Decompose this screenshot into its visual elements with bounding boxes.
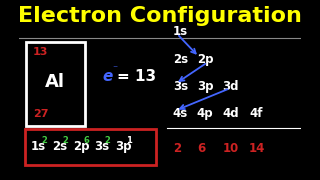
Text: Electron Configuration: Electron Configuration — [18, 6, 302, 26]
Text: 3s: 3s — [94, 140, 109, 153]
Text: 10: 10 — [222, 141, 238, 155]
Text: = 13: = 13 — [117, 69, 156, 84]
Text: 27: 27 — [33, 109, 48, 119]
Text: 4p: 4p — [197, 107, 213, 120]
Text: 1s: 1s — [30, 140, 46, 153]
Text: 1s: 1s — [173, 24, 188, 38]
Text: ⁻: ⁻ — [112, 64, 117, 75]
Text: 2: 2 — [41, 136, 47, 145]
Text: 3s: 3s — [173, 80, 188, 93]
Text: 13: 13 — [33, 47, 48, 57]
Text: 2: 2 — [62, 136, 68, 145]
Text: 1: 1 — [126, 136, 132, 145]
Text: 2p: 2p — [197, 53, 213, 66]
Text: 3d: 3d — [222, 80, 239, 93]
Text: 2: 2 — [105, 136, 111, 145]
Text: 6: 6 — [84, 136, 89, 145]
Bar — [25, 129, 156, 165]
Text: e: e — [102, 69, 112, 84]
Text: 3p: 3p — [115, 140, 132, 153]
Text: 14: 14 — [249, 141, 265, 155]
Text: 2: 2 — [173, 141, 182, 155]
Text: 4d: 4d — [222, 107, 239, 120]
Text: 6: 6 — [198, 141, 206, 155]
Text: 3p: 3p — [197, 80, 213, 93]
Text: 2s: 2s — [52, 140, 67, 153]
Text: 4s: 4s — [173, 107, 188, 120]
Text: 2p: 2p — [73, 140, 89, 153]
Text: 4f: 4f — [249, 107, 263, 120]
Bar — [26, 42, 85, 126]
Text: Al: Al — [45, 73, 65, 91]
Text: 2s: 2s — [173, 53, 188, 66]
